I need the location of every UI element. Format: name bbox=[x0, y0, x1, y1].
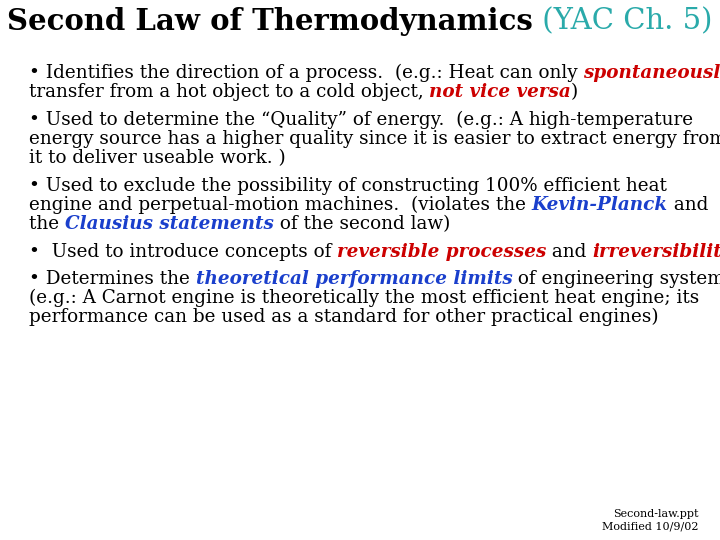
Text: engine and perpetual-motion machines.  (violates the: engine and perpetual-motion machines. (v… bbox=[29, 195, 531, 214]
Text: • Used to determine the “Quality” of energy.  (e.g.: A high-temperature: • Used to determine the “Quality” of ene… bbox=[29, 111, 693, 129]
Text: reversible processes: reversible processes bbox=[337, 242, 546, 260]
Text: transfer from a hot object to a cold object,: transfer from a hot object to a cold obj… bbox=[29, 83, 429, 101]
Text: performance can be used as a standard for other practical engines): performance can be used as a standard fo… bbox=[29, 308, 658, 326]
Text: the: the bbox=[29, 214, 65, 233]
Text: of the second law): of the second law) bbox=[274, 214, 450, 233]
Text: Kevin-Planck: Kevin-Planck bbox=[531, 195, 668, 214]
Text: irreversibilities: irreversibilities bbox=[593, 242, 720, 260]
Text: •  Used to introduce concepts of: • Used to introduce concepts of bbox=[29, 242, 337, 260]
Text: Second-law.ppt
Modified 10/9/02: Second-law.ppt Modified 10/9/02 bbox=[602, 509, 698, 532]
Text: not vice versa: not vice versa bbox=[429, 83, 571, 101]
Text: • Determines the: • Determines the bbox=[29, 271, 196, 288]
Text: it to deliver useable work. ): it to deliver useable work. ) bbox=[29, 149, 286, 167]
Text: and: and bbox=[668, 195, 708, 214]
Text: • Used to exclude the possibility of constructing 100% efficient heat: • Used to exclude the possibility of con… bbox=[29, 177, 667, 195]
Text: theoretical performance limits: theoretical performance limits bbox=[196, 271, 513, 288]
Text: (e.g.: A Carnot engine is theoretically the most efficient heat engine; its: (e.g.: A Carnot engine is theoretically … bbox=[29, 289, 699, 307]
Text: and: and bbox=[546, 242, 593, 260]
Text: spontaneously: spontaneously bbox=[583, 64, 720, 82]
Text: energy source has a higher quality since it is easier to extract energy from: energy source has a higher quality since… bbox=[29, 130, 720, 148]
Text: Clausius statements: Clausius statements bbox=[65, 214, 274, 233]
Text: Second Law of Thermodynamics: Second Law of Thermodynamics bbox=[7, 6, 534, 36]
Text: • Identifies the direction of a process.  (e.g.: Heat can only: • Identifies the direction of a process.… bbox=[29, 64, 583, 82]
Text: (YAC Ch. 5): (YAC Ch. 5) bbox=[534, 8, 713, 36]
Text: of engineering systems.: of engineering systems. bbox=[513, 271, 720, 288]
Text: ): ) bbox=[571, 83, 578, 101]
